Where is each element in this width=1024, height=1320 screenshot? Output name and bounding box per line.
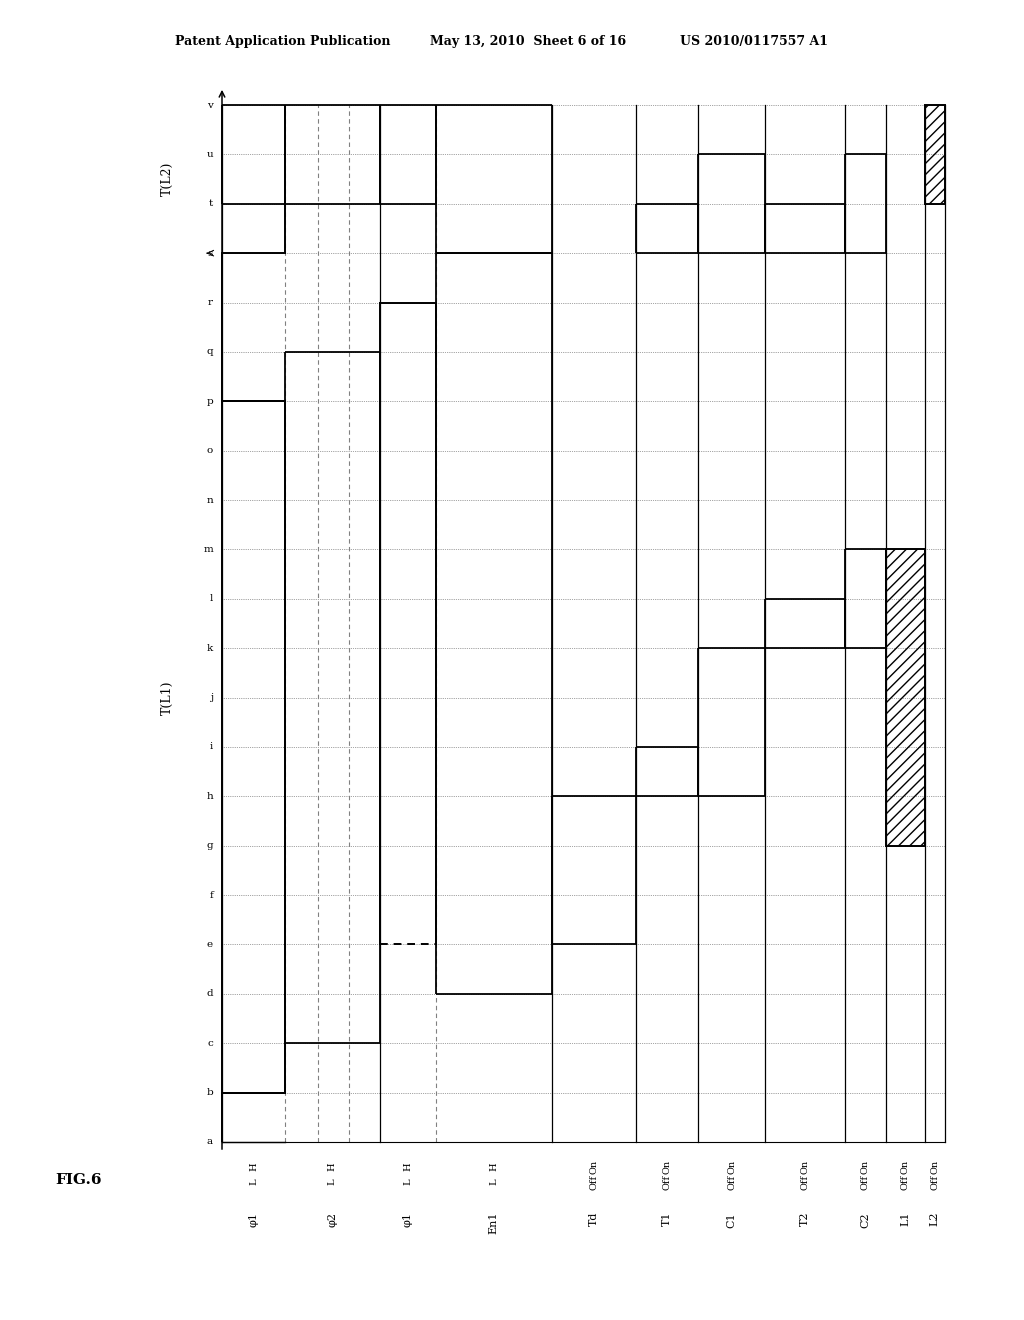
Text: US 2010/0117557 A1: US 2010/0117557 A1 <box>680 36 828 49</box>
Text: Off: Off <box>727 1175 736 1189</box>
Text: H: H <box>403 1163 413 1171</box>
Text: L1: L1 <box>900 1212 910 1226</box>
Text: L: L <box>403 1179 413 1185</box>
Text: H: H <box>328 1163 337 1171</box>
Text: On: On <box>589 1160 598 1173</box>
Text: s: s <box>208 248 213 257</box>
Text: L: L <box>328 1179 337 1185</box>
Text: C1: C1 <box>727 1212 736 1228</box>
Bar <box>886 549 925 846</box>
Text: t: t <box>209 199 213 209</box>
Text: On: On <box>727 1160 736 1173</box>
Text: T2: T2 <box>800 1212 810 1226</box>
Text: n: n <box>206 495 213 504</box>
Text: φ2: φ2 <box>328 1212 337 1228</box>
Text: Off: Off <box>931 1175 939 1189</box>
Text: c: c <box>207 1039 213 1048</box>
Text: May 13, 2010  Sheet 6 of 16: May 13, 2010 Sheet 6 of 16 <box>430 36 626 49</box>
Text: m: m <box>203 545 213 554</box>
Text: C2: C2 <box>860 1212 870 1228</box>
Text: On: On <box>861 1160 870 1173</box>
Text: i: i <box>210 742 213 751</box>
Text: Off: Off <box>901 1175 909 1189</box>
Text: Td: Td <box>589 1212 599 1226</box>
Text: r: r <box>208 298 213 308</box>
Text: l: l <box>210 594 213 603</box>
Text: φ1: φ1 <box>249 1212 258 1228</box>
Text: L2: L2 <box>930 1212 940 1226</box>
Text: On: On <box>901 1160 909 1173</box>
Text: e: e <box>207 940 213 949</box>
Text: d: d <box>207 990 213 998</box>
Text: On: On <box>931 1160 939 1173</box>
Bar <box>925 106 945 203</box>
Text: H: H <box>249 1163 258 1171</box>
Text: p: p <box>206 397 213 405</box>
Text: L: L <box>489 1179 499 1185</box>
Text: a: a <box>207 1138 213 1147</box>
Text: FIG.6: FIG.6 <box>55 1173 101 1187</box>
Text: b: b <box>206 1088 213 1097</box>
Text: T1: T1 <box>662 1212 672 1226</box>
Text: g: g <box>207 841 213 850</box>
Text: T(L2): T(L2) <box>161 162 173 197</box>
Text: Off: Off <box>801 1175 810 1189</box>
Text: T(L1): T(L1) <box>161 680 173 715</box>
Text: φ1: φ1 <box>402 1212 413 1228</box>
Text: k: k <box>207 644 213 652</box>
Text: H: H <box>489 1163 499 1171</box>
Text: En1: En1 <box>488 1212 499 1234</box>
Text: h: h <box>206 792 213 801</box>
Text: v: v <box>207 100 213 110</box>
Text: L: L <box>249 1179 258 1185</box>
Text: Off: Off <box>663 1175 672 1189</box>
Text: On: On <box>801 1160 810 1173</box>
Text: u: u <box>207 150 213 158</box>
Text: q: q <box>207 347 213 356</box>
Text: j: j <box>210 693 213 702</box>
Text: f: f <box>209 891 213 900</box>
Text: Off: Off <box>589 1175 598 1189</box>
Text: Off: Off <box>861 1175 870 1189</box>
Text: On: On <box>663 1160 672 1173</box>
Text: o: o <box>207 446 213 455</box>
Text: Patent Application Publication: Patent Application Publication <box>175 36 390 49</box>
